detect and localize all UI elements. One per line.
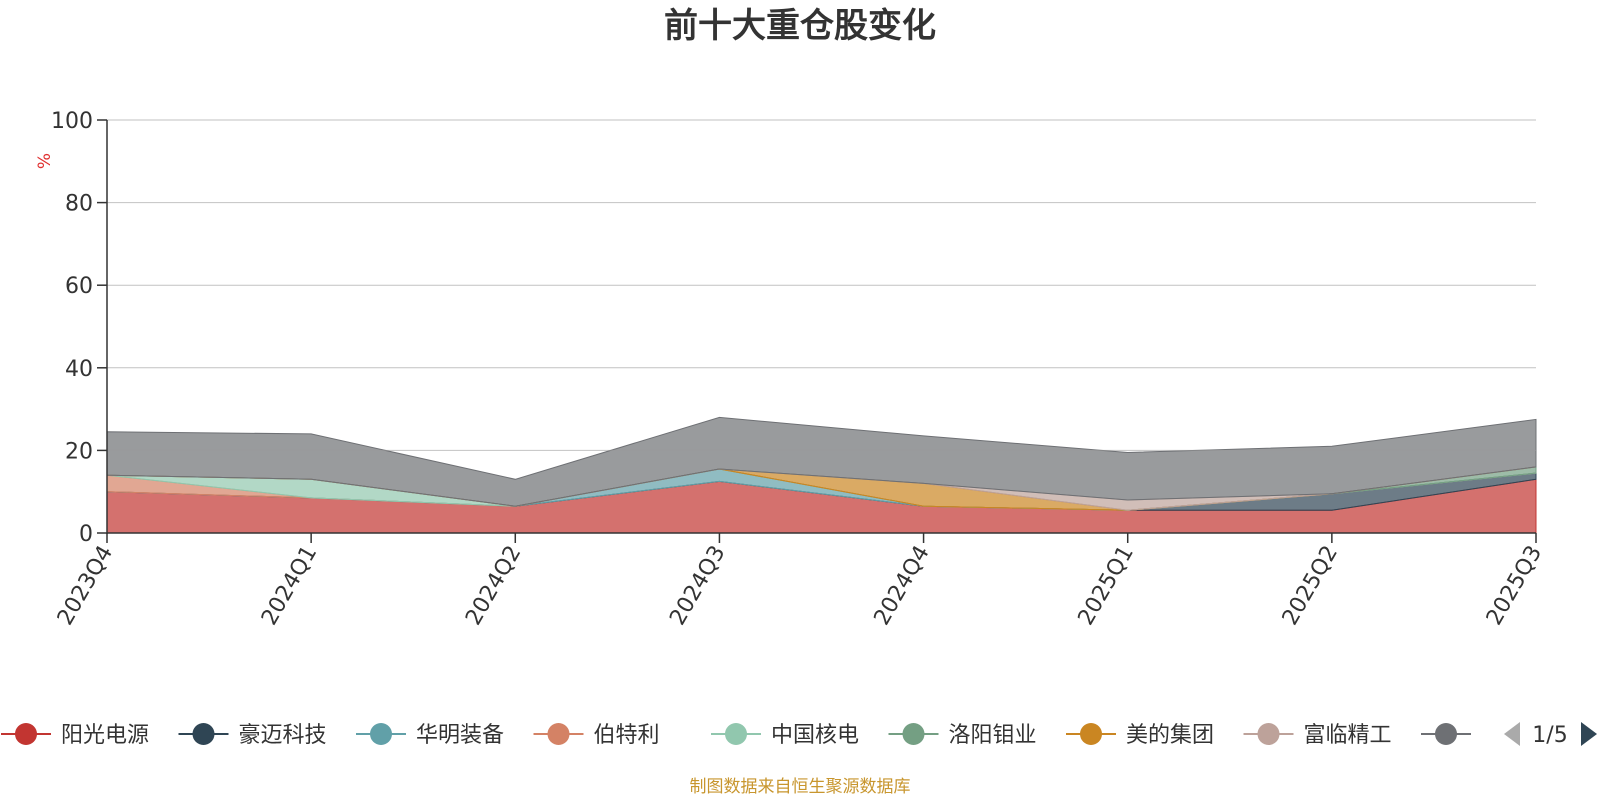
- x-tick-label-2024Q3: 2024Q3: [665, 542, 730, 630]
- legend-items: 阳光电源 豪迈科技 华明装备 伯特利 中国核电 洛阳钼业 美的集团 富临精工 宁德时代: [1, 723, 1569, 748]
- area-series-8: [106, 416, 1537, 507]
- x-tick-label-2023Q4: 2023Q4: [53, 542, 118, 630]
- legend-label: 富临精工: [1304, 723, 1392, 748]
- legend: 阳光电源 豪迈科技 华明装备 伯特利 中国核电 洛阳钼业 美的集团 富临精工 宁德时代: [1, 723, 1569, 748]
- legend-label: 豪迈科技: [239, 723, 327, 748]
- y-tick-label-100: 100: [51, 109, 93, 134]
- legend-label: 华明装备: [416, 723, 504, 748]
- legend-circle-icon: [370, 723, 392, 745]
- legend-label: 宁德时代: [1481, 723, 1569, 748]
- legend-item-6[interactable]: 美的集团: [1066, 723, 1214, 748]
- legend-circle-icon: [725, 723, 747, 745]
- source-note: 制图数据来自恒生聚源数据库: [689, 777, 911, 797]
- axes-layer: %: [35, 120, 1536, 534]
- x-tick-label-2025Q1: 2025Q1: [1074, 542, 1139, 630]
- legend-item-7[interactable]: 富临精工: [1243, 723, 1392, 748]
- y-tick-label-80: 80: [65, 192, 93, 217]
- legend-page-indicator: 1/5: [1532, 723, 1567, 748]
- legend-item-5[interactable]: 洛阳钼业: [888, 723, 1037, 748]
- y-tick-labels: 0 20 40 60 80 100: [51, 109, 107, 547]
- legend-label: 伯特利: [594, 723, 660, 748]
- legend-label: 美的集团: [1126, 723, 1214, 748]
- legend-circle-icon: [192, 723, 215, 745]
- legend-item-3[interactable]: 伯特利: [533, 723, 660, 748]
- x-tick-label-2025Q2: 2025Q2: [1278, 542, 1343, 630]
- legend-item-1[interactable]: 豪迈科技: [178, 723, 327, 748]
- x-tick-label-2024Q1: 2024Q1: [257, 542, 322, 630]
- legend-item-8[interactable]: 宁德时代: [1421, 723, 1569, 748]
- legend-label: 中国核电: [771, 723, 859, 748]
- y-axis-unit-label: %: [35, 153, 55, 169]
- legend-pager: 1/5: [1504, 722, 1597, 748]
- legend-circle-icon: [1435, 723, 1457, 745]
- legend-circle-icon: [1080, 723, 1102, 745]
- y-tick-label-40: 40: [65, 357, 93, 382]
- legend-circle-icon: [902, 723, 925, 745]
- legend-prev-page-icon[interactable]: [1504, 722, 1520, 746]
- legend-item-2[interactable]: 华明装备: [356, 723, 504, 748]
- legend-circle-icon: [547, 723, 570, 745]
- area-layer: [106, 416, 1537, 534]
- y-tick-label-20: 20: [65, 439, 93, 464]
- legend-circle-icon: [1257, 723, 1280, 745]
- x-tick-label-2025Q3: 2025Q3: [1482, 542, 1547, 630]
- y-tick-label-60: 60: [65, 274, 93, 299]
- legend-item-0[interactable]: 阳光电源: [1, 723, 149, 748]
- y-tick-label-0: 0: [79, 522, 93, 547]
- legend-item-4[interactable]: 中国核电: [711, 723, 859, 748]
- grid-layer: [107, 119, 1536, 451]
- chart-title: 前十大重仓股变化: [664, 6, 936, 46]
- legend-label: 阳光电源: [61, 723, 149, 748]
- legend-next-page-icon[interactable]: [1581, 722, 1597, 746]
- legend-circle-icon: [15, 723, 37, 745]
- x-tick-labels: 2023Q4 2024Q1 2024Q2 2024Q3 2024Q4 2025Q1 2025…: [53, 533, 1547, 630]
- x-tick-label-2024Q4: 2024Q4: [869, 542, 934, 630]
- legend-label: 洛阳钼业: [949, 723, 1037, 748]
- x-tick-label-2024Q2: 2024Q2: [461, 542, 526, 630]
